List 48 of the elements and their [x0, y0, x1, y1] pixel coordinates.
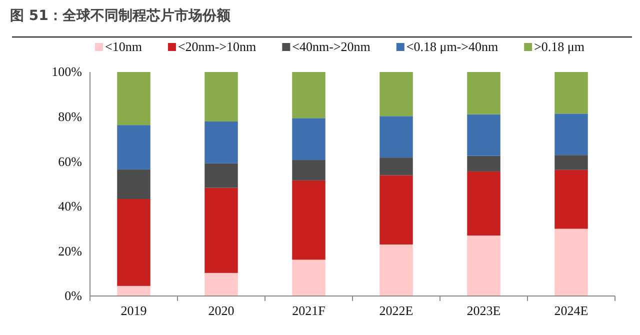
y-tick-label: 0%: [64, 288, 82, 304]
bar: [380, 116, 413, 158]
bar: [467, 156, 500, 172]
bar: [292, 72, 326, 118]
y-tick-label: 80%: [58, 108, 82, 124]
bar: [554, 72, 588, 114]
bar: [204, 272, 238, 296]
bar: [380, 244, 413, 296]
y-tick-label: 20%: [58, 243, 82, 258]
y-tick-label: 40%: [58, 198, 82, 214]
bar: [292, 118, 326, 160]
y-tick-label: 60%: [58, 154, 82, 169]
bar: [292, 160, 326, 180]
legend-label: <10nm: [105, 39, 142, 54]
legend-label: <40nm->20nm: [292, 39, 370, 54]
bar: [292, 180, 326, 260]
bar: [467, 236, 500, 296]
bar: [380, 72, 413, 116]
x-tick-label: 2020: [208, 303, 234, 318]
legend-label: <20nm->10nm: [178, 39, 256, 54]
bar: [117, 72, 150, 126]
bar: [554, 114, 588, 156]
x-tick-label: 2019: [120, 303, 147, 318]
x-tick-label: 2023E: [466, 303, 501, 318]
chart-title: 图 51：全球不同制程芯片市场份额: [10, 7, 232, 24]
bar: [117, 125, 150, 170]
bar: [467, 114, 500, 156]
bar: [117, 199, 150, 286]
bar: [380, 175, 413, 244]
bar: [204, 122, 238, 164]
bar: [204, 72, 238, 122]
x-tick-label: 2022E: [379, 303, 414, 318]
bar: [292, 260, 326, 296]
bar: [117, 286, 150, 296]
bar: [204, 188, 238, 273]
legend-label: <0.18 μm->40nm: [406, 39, 498, 54]
x-tick-label: 2021F: [292, 303, 326, 318]
bar: [467, 171, 500, 236]
y-tick-label: 100%: [52, 64, 82, 80]
bar: [380, 158, 413, 176]
bar: [117, 169, 150, 200]
x-tick-label: 2024E: [554, 303, 588, 318]
legend-label: >0.18 μm: [534, 39, 584, 54]
bar: [467, 72, 500, 114]
bar: [554, 228, 588, 296]
bar: [554, 155, 588, 170]
bar: [204, 163, 238, 188]
bar: [554, 170, 588, 229]
